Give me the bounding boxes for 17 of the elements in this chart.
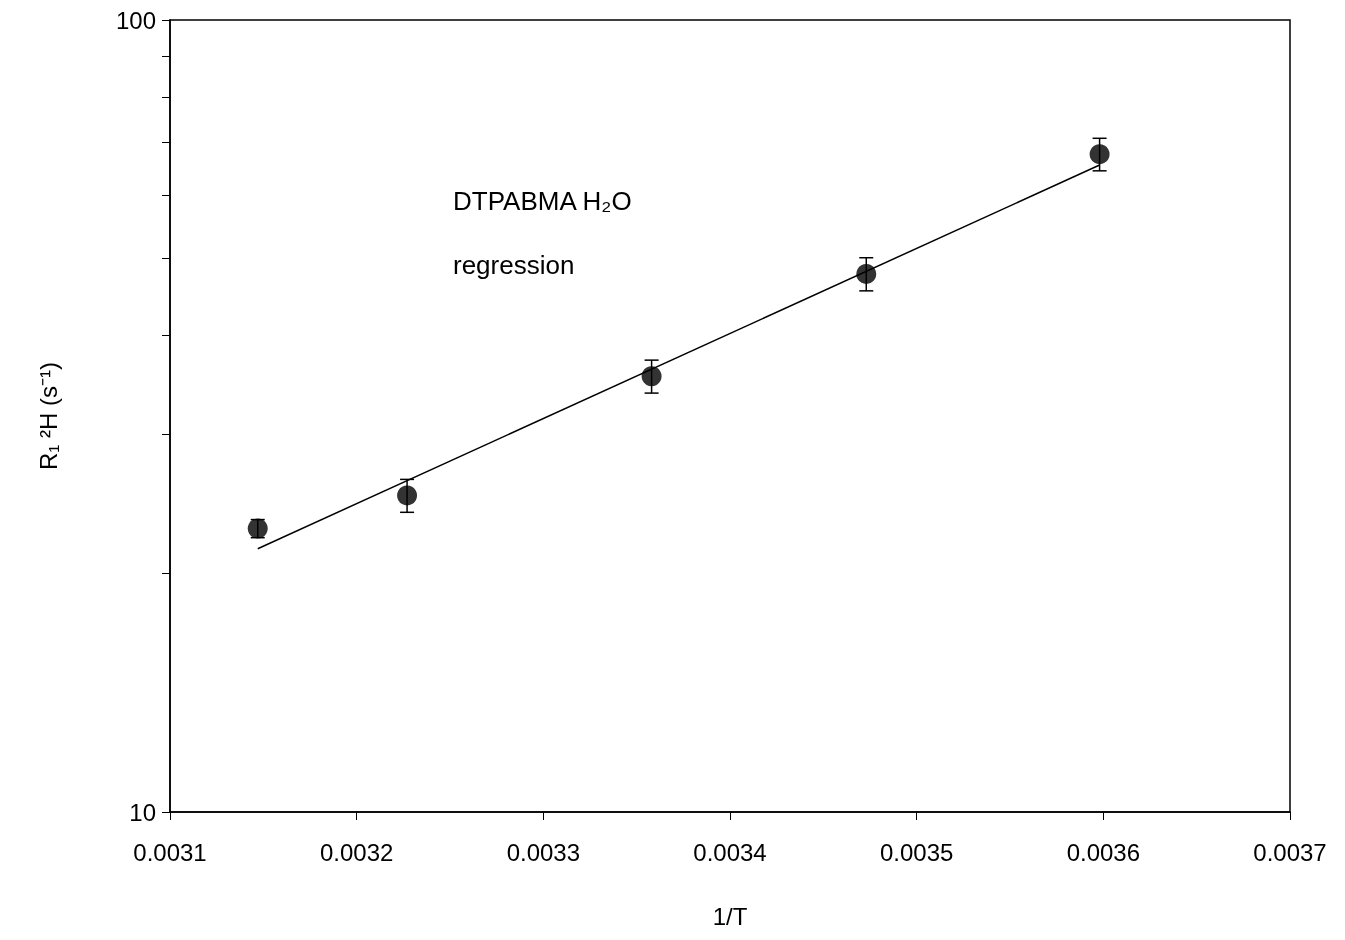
x-tick-label: 0.0032: [319, 838, 394, 866]
point: [397, 485, 418, 506]
y-tick-label: 10: [129, 798, 156, 826]
x-tick-label: 0.0035: [879, 838, 954, 866]
x-tick-label: 0.0037: [1253, 838, 1327, 866]
x-tick-label: 0.0034: [693, 838, 767, 866]
point: [856, 263, 877, 284]
y-axis-title: R₁ ²H (s⁻¹): [34, 361, 62, 471]
point: [641, 366, 662, 387]
point: [1089, 144, 1110, 165]
x-tick-label: 0.0036: [1066, 838, 1141, 866]
x-axis-title: 1/T: [712, 902, 748, 930]
x-tick-label: 0.0031: [133, 838, 207, 866]
x-tick-label: 0.0033: [506, 838, 581, 866]
annotation: DTPABMA H₂O: [453, 186, 632, 216]
annotation: regression: [453, 250, 575, 280]
y-tick-label: 100: [115, 6, 156, 34]
